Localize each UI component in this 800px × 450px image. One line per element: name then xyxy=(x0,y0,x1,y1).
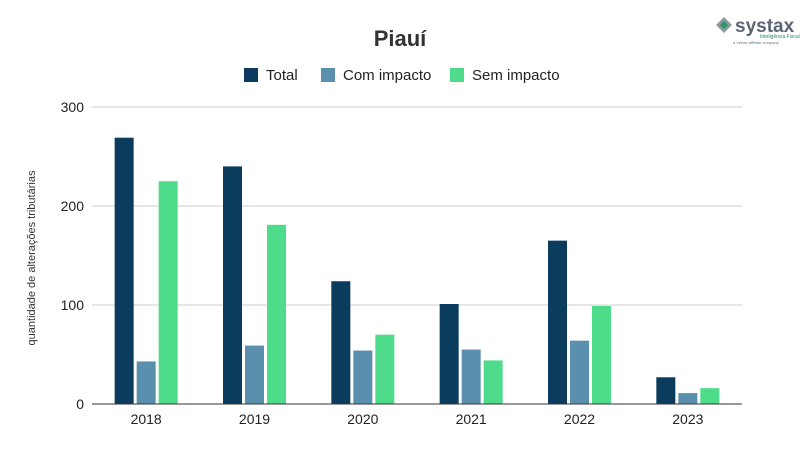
legend-swatch xyxy=(244,68,258,82)
bars xyxy=(114,137,720,404)
legend-label: Com impacto xyxy=(343,67,431,84)
legend-item-total: Total xyxy=(244,67,298,84)
y-tick-label: 300 xyxy=(61,99,85,115)
y-axis-label: quantidade de alterações tributárias xyxy=(26,170,38,345)
bar-total-2022 xyxy=(548,240,567,404)
bar-com-impacto-2019 xyxy=(245,345,264,404)
logo-subtitle: a Vertex affiliate company xyxy=(733,40,779,45)
legend-swatch xyxy=(450,68,464,82)
y-tick-label: 200 xyxy=(61,198,85,214)
bar-sem-impacto-2020 xyxy=(375,334,395,404)
bar-total-2021 xyxy=(439,304,459,404)
legend: Total Com impacto Sem impacto xyxy=(244,67,560,84)
x-axis-ticks: 2018 2019 2020 2021 2022 2023 xyxy=(131,411,704,427)
x-tick-label: 2018 xyxy=(131,411,162,427)
legend-item-com-impacto: Com impacto xyxy=(321,67,431,84)
bar-total-2018 xyxy=(114,137,134,404)
legend-label: Sem impacto xyxy=(472,67,560,84)
x-tick-label: 2022 xyxy=(564,411,595,427)
y-tick-label: 100 xyxy=(61,297,85,313)
bar-com-impacto-2023 xyxy=(678,393,698,404)
x-tick-label: 2023 xyxy=(672,411,703,427)
legend-label: Total xyxy=(266,67,298,84)
bar-com-impacto-2018 xyxy=(136,361,156,404)
legend-swatch xyxy=(321,68,335,82)
systax-logo-mark xyxy=(716,17,732,33)
systax-logo: systax Inteligência Fiscal a Vertex affi… xyxy=(716,16,800,45)
bar-sem-impacto-2019 xyxy=(267,224,286,404)
chart-title: Piauí xyxy=(374,26,427,51)
gridlines xyxy=(92,106,742,306)
legend-item-sem-impacto: Sem impacto xyxy=(450,67,560,84)
bar-total-2023 xyxy=(656,377,676,404)
bar-total-2020 xyxy=(331,281,351,404)
x-tick-label: 2019 xyxy=(239,411,270,427)
y-tick-label: 0 xyxy=(76,396,84,412)
logo-name: systax xyxy=(735,16,795,37)
bar-com-impacto-2020 xyxy=(353,350,373,404)
x-tick-label: 2021 xyxy=(456,411,487,427)
y-axis-ticks: 0 100 200 300 xyxy=(61,99,85,412)
logo-tagline: Inteligência Fiscal xyxy=(760,34,800,40)
bar-sem-impacto-2021 xyxy=(483,360,503,404)
bar-sem-impacto-2018 xyxy=(158,181,178,404)
bar-sem-impacto-2023 xyxy=(700,388,720,404)
bar-com-impacto-2022 xyxy=(570,340,589,404)
bar-com-impacto-2021 xyxy=(461,349,481,404)
bar-total-2019 xyxy=(223,166,242,404)
x-tick-label: 2020 xyxy=(347,411,378,427)
bar-sem-impacto-2022 xyxy=(592,305,611,404)
